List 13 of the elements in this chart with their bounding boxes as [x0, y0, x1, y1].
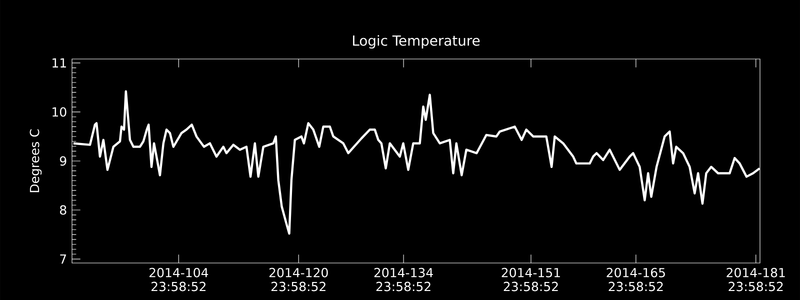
y-tick-label: 7 — [60, 254, 66, 264]
y-tick-label: 8 — [60, 205, 66, 215]
x-tick-label: 2014-104 23:58:52 — [149, 268, 208, 292]
y-tick-label: 11 — [52, 58, 66, 68]
y-axis-title: Degrees C — [30, 129, 42, 192]
x-tick-label: 2014-165 23:58:52 — [606, 268, 665, 292]
y-tick-label: 9 — [60, 156, 66, 166]
x-tick-label: 2014-181 23:58:52 — [726, 268, 785, 292]
x-tick-label: 2014-134 23:58:52 — [374, 268, 433, 292]
chart-title: Logic Temperature — [353, 35, 480, 49]
y-tick-label: 10 — [52, 107, 66, 117]
x-tick-label: 2014-120 23:58:52 — [269, 268, 328, 292]
x-tick-label: 2014-151 23:58:52 — [502, 268, 560, 292]
